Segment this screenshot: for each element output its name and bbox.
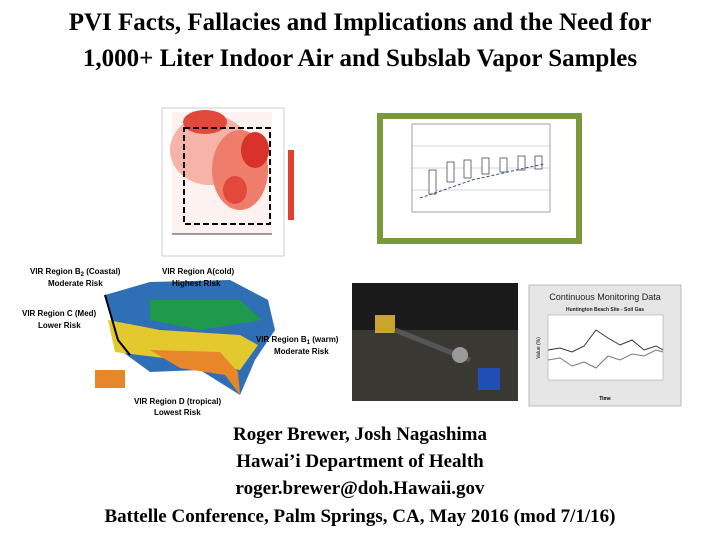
box-plot: [377, 113, 582, 244]
map-risk: Moderate Risk: [48, 279, 103, 288]
title-line: PVI Facts, Fallacies and Implications an…: [69, 9, 652, 36]
title-line: 1,000+ Liter Indoor Air and Subslab Vapo…: [83, 45, 638, 72]
label-text: VIR Region B: [30, 267, 81, 276]
map-label: VIR Region C (Med): [22, 309, 97, 318]
label-text: VIR Region B: [256, 335, 307, 344]
us-map: [95, 280, 275, 395]
map-label: VIR Region B1 (warm): [256, 335, 339, 346]
y-axis-label: Value (%): [536, 337, 542, 359]
x-axis-label: Time: [599, 396, 611, 402]
monitoring-chart: Continuous Monitoring Data Huntington Be…: [528, 284, 682, 407]
contour-map: [161, 107, 294, 257]
map-risk: Moderate Risk: [274, 347, 329, 356]
chart-title: Continuous Monitoring Data: [549, 292, 661, 302]
authors: Roger Brewer, Josh Nagashima: [233, 424, 488, 445]
label-subscript: 1: [307, 340, 311, 346]
map-label: VIR Region A(cold): [162, 267, 234, 276]
email: roger.brewer@doh.Hawaii.gov: [235, 478, 485, 499]
sampling-photo: [352, 283, 518, 401]
map-risk: Highest Risk: [172, 279, 221, 288]
map-risk: Lowest Risk: [154, 408, 201, 417]
map-label: VIR Region B2 (Coastal): [30, 267, 121, 278]
map-label: VIR Region D (tropical): [134, 397, 221, 406]
label-text: (Coastal): [84, 267, 121, 276]
map-risk: Lower Risk: [38, 321, 81, 330]
label-text: (warm): [310, 335, 339, 344]
event: Battelle Conference, Palm Springs, CA, M…: [104, 506, 615, 527]
organization: Hawai’i Department of Health: [236, 451, 484, 472]
label-subscript: 2: [81, 272, 85, 278]
chart-subtitle: Huntington Beach Site - Soil Gas: [566, 307, 644, 313]
